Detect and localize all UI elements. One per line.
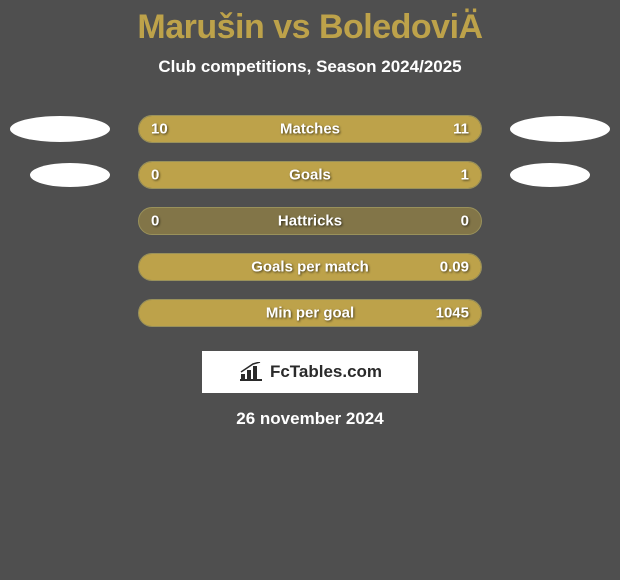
player-right-oval xyxy=(510,116,610,142)
stat-right-value: 0.09 xyxy=(440,259,469,276)
player-right-oval xyxy=(510,163,590,187)
comparison-widget: Marušin vs BoledoviÄ Club competitions, … xyxy=(0,0,620,429)
stat-bar-hattricks: 0 Hattricks 0 xyxy=(138,207,482,235)
stat-label: Min per goal xyxy=(266,305,354,322)
bar-fill-right xyxy=(201,162,481,188)
stat-row: Goals per match 0.09 xyxy=(0,253,620,281)
stat-bar-gpm: Goals per match 0.09 xyxy=(138,253,482,281)
oval-placeholder xyxy=(510,254,610,280)
stat-right-value: 0 xyxy=(461,213,469,230)
stat-right-value: 11 xyxy=(453,121,469,138)
stat-row: 0 Goals 1 xyxy=(0,161,620,189)
stat-bar-matches: 10 Matches 11 xyxy=(138,115,482,143)
stat-left-value: 10 xyxy=(151,121,168,138)
oval-placeholder xyxy=(510,300,610,326)
logo-chart-icon xyxy=(238,362,264,382)
subtitle: Club competitions, Season 2024/2025 xyxy=(0,57,620,77)
stat-label: Hattricks xyxy=(278,213,342,230)
stat-label: Matches xyxy=(280,121,340,138)
player-left-oval xyxy=(30,163,110,187)
bar-fill-left xyxy=(139,162,201,188)
oval-placeholder xyxy=(510,208,610,234)
oval-placeholder xyxy=(10,208,110,234)
stat-label: Goals xyxy=(289,167,331,184)
stat-left-value: 0 xyxy=(151,167,159,184)
page-title: Marušin vs BoledoviÄ xyxy=(0,8,620,47)
stat-label: Goals per match xyxy=(251,259,369,276)
stat-right-value: 1045 xyxy=(436,305,469,322)
stat-rows: 10 Matches 11 0 Goals 1 0 Hatt xyxy=(0,115,620,327)
oval-placeholder xyxy=(10,300,110,326)
player-left-oval xyxy=(10,116,110,142)
stat-bar-goals: 0 Goals 1 xyxy=(138,161,482,189)
stat-row: 0 Hattricks 0 xyxy=(0,207,620,235)
stat-bar-mpg: Min per goal 1045 xyxy=(138,299,482,327)
stat-row: 10 Matches 11 xyxy=(0,115,620,143)
oval-placeholder xyxy=(10,254,110,280)
date-text: 26 november 2024 xyxy=(0,409,620,429)
stat-right-value: 1 xyxy=(461,167,469,184)
stat-left-value: 0 xyxy=(151,213,159,230)
logo-text: FcTables.com xyxy=(270,362,382,382)
stat-row: Min per goal 1045 xyxy=(0,299,620,327)
fctables-logo[interactable]: FcTables.com xyxy=(202,351,418,393)
